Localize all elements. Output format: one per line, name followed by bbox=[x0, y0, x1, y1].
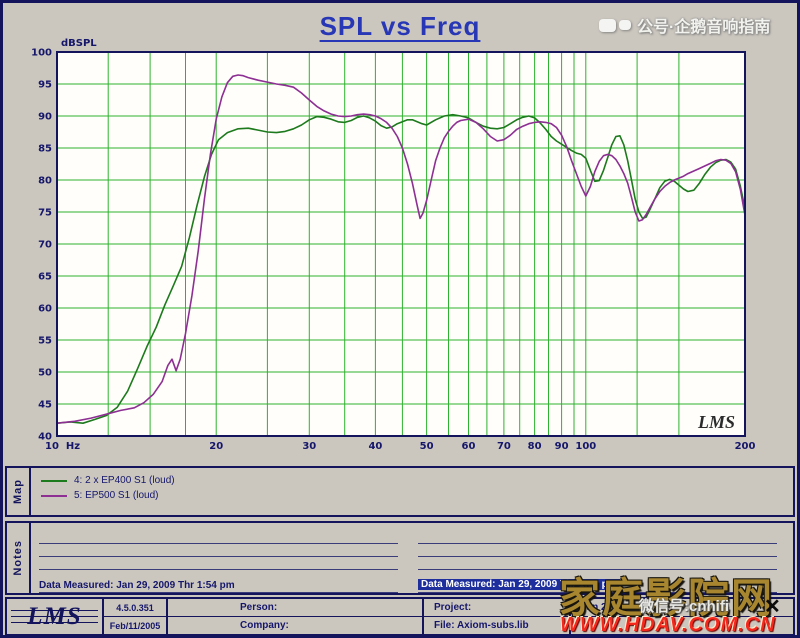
lms-logo: LMS bbox=[27, 602, 82, 630]
logo-line bbox=[11, 616, 98, 617]
map-body: 4: 2 x EP400 S1 (loud) 5: EP500 S1 (loud) bbox=[31, 468, 793, 515]
svg-text:55: 55 bbox=[38, 336, 52, 347]
svg-text:45: 45 bbox=[38, 400, 52, 411]
legend-item: 5: EP500 S1 (loud) bbox=[41, 488, 783, 503]
svg-text:75: 75 bbox=[38, 208, 52, 219]
svg-text:20: 20 bbox=[209, 441, 223, 452]
measured-date-cell: Jan 29, bbox=[569, 599, 793, 634]
svg-text:100: 100 bbox=[575, 441, 596, 452]
legend-swatch bbox=[41, 479, 67, 482]
chat-bubble-small-icon bbox=[619, 20, 631, 30]
version-number: 4.5.0.351 bbox=[104, 599, 166, 617]
watermark-site-url: WWW.HDAV.COM.CN bbox=[560, 614, 776, 636]
notes-tab: Notes bbox=[7, 523, 31, 593]
file-label: File: Axiom-subs.lib bbox=[434, 620, 529, 631]
svg-text:40: 40 bbox=[368, 441, 382, 452]
svg-text:70: 70 bbox=[38, 240, 52, 251]
data-measured-left: Data Measured: Jan 29, 2009 Thr 1:54 pm bbox=[39, 580, 235, 591]
close-icon[interactable]: ✕ bbox=[764, 596, 781, 618]
notes-rule bbox=[418, 543, 777, 544]
map-label: Map bbox=[12, 479, 24, 504]
svg-text:90: 90 bbox=[555, 441, 569, 452]
svg-text:40: 40 bbox=[38, 432, 52, 443]
notes-body: Data Measured: Jan 29, 2009 Thr 1:54 pm … bbox=[31, 523, 793, 593]
company-label: Company: bbox=[240, 620, 289, 631]
svg-text:80: 80 bbox=[528, 441, 542, 452]
watermark-top-text: 公号·企鹅音响指南 bbox=[637, 19, 771, 36]
svg-text:65: 65 bbox=[38, 272, 52, 283]
legend-label: 4: 2 x EP400 S1 (loud) bbox=[74, 475, 175, 486]
svg-text:60: 60 bbox=[462, 441, 476, 452]
legend-item: 4: 2 x EP400 S1 (loud) bbox=[41, 473, 783, 488]
svg-text:30: 30 bbox=[302, 441, 316, 452]
project-cell: Project: File: Axiom-subs.lib bbox=[422, 599, 569, 634]
notes-rule bbox=[418, 592, 777, 593]
svg-text:50: 50 bbox=[420, 441, 434, 452]
svg-text:60: 60 bbox=[38, 304, 52, 315]
map-section: Map 4: 2 x EP400 S1 (loud) 5: EP500 S1 (l… bbox=[5, 466, 795, 517]
chart-legend: 4: 2 x EP400 S1 (loud) 5: EP500 S1 (loud) bbox=[31, 468, 793, 503]
logo-line bbox=[11, 610, 98, 611]
svg-text:100: 100 bbox=[31, 48, 52, 59]
notes-label: Notes bbox=[12, 540, 24, 576]
svg-text:70: 70 bbox=[497, 441, 511, 452]
watermark-site-name: 家庭影院网 bbox=[559, 575, 774, 621]
legend-label: 5: EP500 S1 (loud) bbox=[74, 490, 159, 501]
person-label: Person: bbox=[168, 599, 422, 617]
version-cell: 4.5.0.351 Feb/11/2005 bbox=[102, 599, 166, 634]
chat-bubble-icon bbox=[599, 18, 616, 32]
watermark-wechat: 微信号:cnhifi bbox=[639, 598, 729, 615]
svg-text:90: 90 bbox=[38, 112, 52, 123]
svg-text:200: 200 bbox=[735, 441, 756, 452]
watermark-top: 公号·企鹅音响指南 bbox=[599, 13, 770, 37]
notes-rule bbox=[39, 592, 398, 593]
footer-bar: LMS 4.5.0.351 Feb/11/2005 Person: Compan… bbox=[5, 597, 795, 635]
notes-section: Notes Data Measured: Jan 29, 2009 Thr 1:… bbox=[5, 521, 795, 595]
svg-text:85: 85 bbox=[38, 144, 52, 155]
logo-line bbox=[11, 622, 98, 623]
notes-rule bbox=[39, 569, 398, 570]
svg-text:LMS: LMS bbox=[697, 412, 735, 432]
svg-text:dBSPL: dBSPL bbox=[61, 38, 97, 49]
map-tab: Map bbox=[7, 468, 31, 515]
version-date: Feb/11/2005 bbox=[109, 620, 161, 631]
svg-text:95: 95 bbox=[38, 80, 52, 91]
svg-text:50: 50 bbox=[38, 368, 52, 379]
lms-logo-cell: LMS bbox=[7, 599, 102, 634]
project-label: Project: bbox=[424, 599, 569, 617]
notes-rule bbox=[39, 543, 398, 544]
notes-rule bbox=[418, 556, 777, 557]
svg-text:80: 80 bbox=[38, 176, 52, 187]
svg-text:10 Hz: 10 Hz bbox=[45, 441, 80, 452]
legend-swatch bbox=[41, 494, 67, 497]
title-bar: SPL vs Freq bbox=[3, 11, 797, 42]
notes-rule bbox=[39, 556, 398, 557]
page-title: SPL vs Freq bbox=[319, 11, 481, 41]
data-measured-right-highlighted: Data Measured: Jan 29, 2009 Thr 1:56 pm bbox=[418, 579, 620, 590]
notes-rule bbox=[418, 569, 777, 570]
person-cell: Person: Company: bbox=[166, 599, 422, 634]
measured-date: Jan 29, bbox=[571, 599, 793, 617]
